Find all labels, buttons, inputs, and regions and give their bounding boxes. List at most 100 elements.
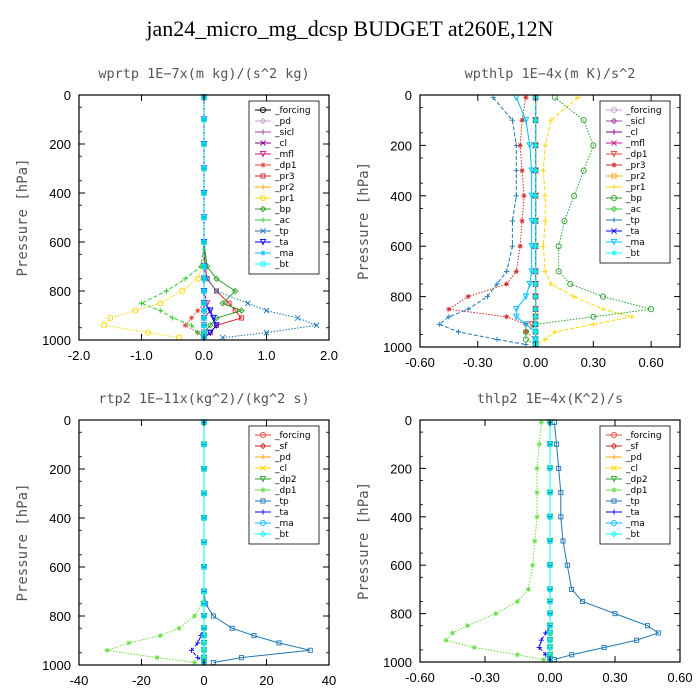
legend-label: _ta — [274, 238, 289, 248]
y-tick-label: 600 — [390, 239, 412, 254]
y-tick-label: 600 — [49, 560, 71, 575]
legend-label: _cl — [274, 139, 287, 149]
data-point — [575, 94, 581, 101]
data-point — [229, 625, 235, 631]
legend-item: _ta — [606, 508, 640, 518]
data-point — [540, 656, 547, 663]
series-pr3 — [446, 94, 539, 348]
data-point — [536, 644, 542, 651]
data-point — [532, 336, 539, 343]
y-tick-label: 600 — [390, 558, 412, 573]
legend: _forcing_sicl_cl_mfl_dp1_pr3_pr2_pr1_bp_… — [599, 100, 671, 264]
series-line — [103, 97, 205, 339]
legend-marker — [611, 129, 617, 135]
legend-item: _dp1 — [255, 486, 297, 496]
data-point — [526, 142, 534, 150]
y-tick-label: 200 — [49, 137, 71, 152]
series-line — [538, 422, 551, 660]
data-point — [564, 562, 570, 568]
data-point — [201, 239, 207, 245]
legend-marker — [260, 217, 266, 223]
data-point — [170, 315, 176, 321]
legend-marker — [259, 475, 267, 483]
data-point — [522, 321, 530, 328]
data-point — [579, 598, 586, 605]
legend-marker — [610, 150, 618, 158]
data-point — [525, 586, 531, 592]
data-point — [513, 168, 519, 174]
legend: _forcing_pd_sicl_cl_mfl_dp1_pr3_pr2_pr1_… — [248, 100, 320, 275]
y-tick-label: 0 — [64, 88, 71, 103]
data-point — [514, 652, 521, 658]
data-point — [232, 287, 239, 295]
data-point — [163, 288, 170, 294]
legend-item: _tp — [255, 227, 289, 237]
series-bt — [200, 419, 208, 666]
legend-item: _cl — [255, 139, 287, 149]
data-point — [634, 637, 640, 643]
legend-label: _bt — [625, 530, 640, 540]
data-point — [200, 612, 208, 620]
legend-label: _pr2 — [625, 172, 646, 182]
legend-label: _ta — [625, 227, 640, 237]
x-tick-label: 0 — [200, 673, 207, 688]
data-point — [504, 268, 510, 274]
legend-marker — [610, 530, 618, 538]
data-point — [200, 563, 208, 571]
data-point — [493, 611, 499, 617]
y-tick-label: 1000 — [42, 658, 71, 673]
legend-marker — [611, 217, 617, 223]
panel-title: wpthlp 1E−4x(m K)/s^2 — [465, 66, 636, 82]
y-axis-label: Pressure [hPa] — [15, 158, 31, 276]
legend-label: _bt — [625, 249, 640, 259]
legend-item: _pr1 — [255, 194, 295, 204]
data-point — [294, 315, 301, 321]
legend-item: _bt — [255, 530, 289, 540]
legend-marker — [260, 498, 266, 504]
data-point — [471, 644, 477, 651]
legend-label: _pr1 — [274, 194, 295, 204]
legend-marker — [611, 228, 617, 234]
y-tick-label: 600 — [49, 235, 71, 250]
legend-item: _ma — [606, 519, 645, 529]
legend-label: _ac — [274, 216, 290, 226]
data-point — [513, 142, 519, 148]
data-point — [590, 313, 597, 320]
legend-item: _tp — [606, 216, 640, 226]
legend-item: _dp1 — [255, 161, 297, 171]
data-point — [436, 321, 442, 327]
data-point — [276, 640, 282, 646]
legend-label: _forcing — [625, 106, 662, 116]
legend-marker — [260, 487, 266, 493]
data-point — [558, 514, 564, 520]
series-dp1 — [443, 419, 547, 663]
legend-label: _tp — [274, 227, 289, 237]
legend-item: _forcing — [606, 431, 662, 441]
data-point — [157, 308, 163, 314]
data-point — [546, 629, 554, 637]
y-tick-label: 0 — [405, 88, 412, 103]
y-tick-label: 200 — [390, 138, 412, 153]
data-point — [188, 315, 195, 321]
x-tick-label: -0.30 — [470, 670, 500, 685]
data-point — [207, 322, 214, 329]
data-point — [580, 117, 587, 124]
legend-item: _forcing — [255, 431, 311, 441]
data-point — [200, 588, 208, 595]
data-point — [612, 611, 618, 617]
figure-title: jan24_micro_mg_dcsp BUDGET at260E,12N — [146, 16, 554, 41]
data-point — [195, 308, 201, 314]
y-tick-label: 0 — [64, 413, 71, 428]
legend-marker — [610, 106, 618, 114]
legend-item: _dp2 — [255, 475, 297, 485]
legend-marker — [259, 238, 267, 246]
legend-label: _ma — [274, 249, 294, 259]
legend-item: _pd — [255, 453, 291, 463]
legend-item: _tp — [606, 497, 640, 507]
data-point — [540, 168, 546, 174]
data-point — [179, 287, 186, 295]
y-tick-label: 0 — [405, 413, 412, 428]
data-point — [100, 322, 108, 329]
legend-marker — [259, 442, 267, 450]
data-point — [534, 490, 540, 496]
